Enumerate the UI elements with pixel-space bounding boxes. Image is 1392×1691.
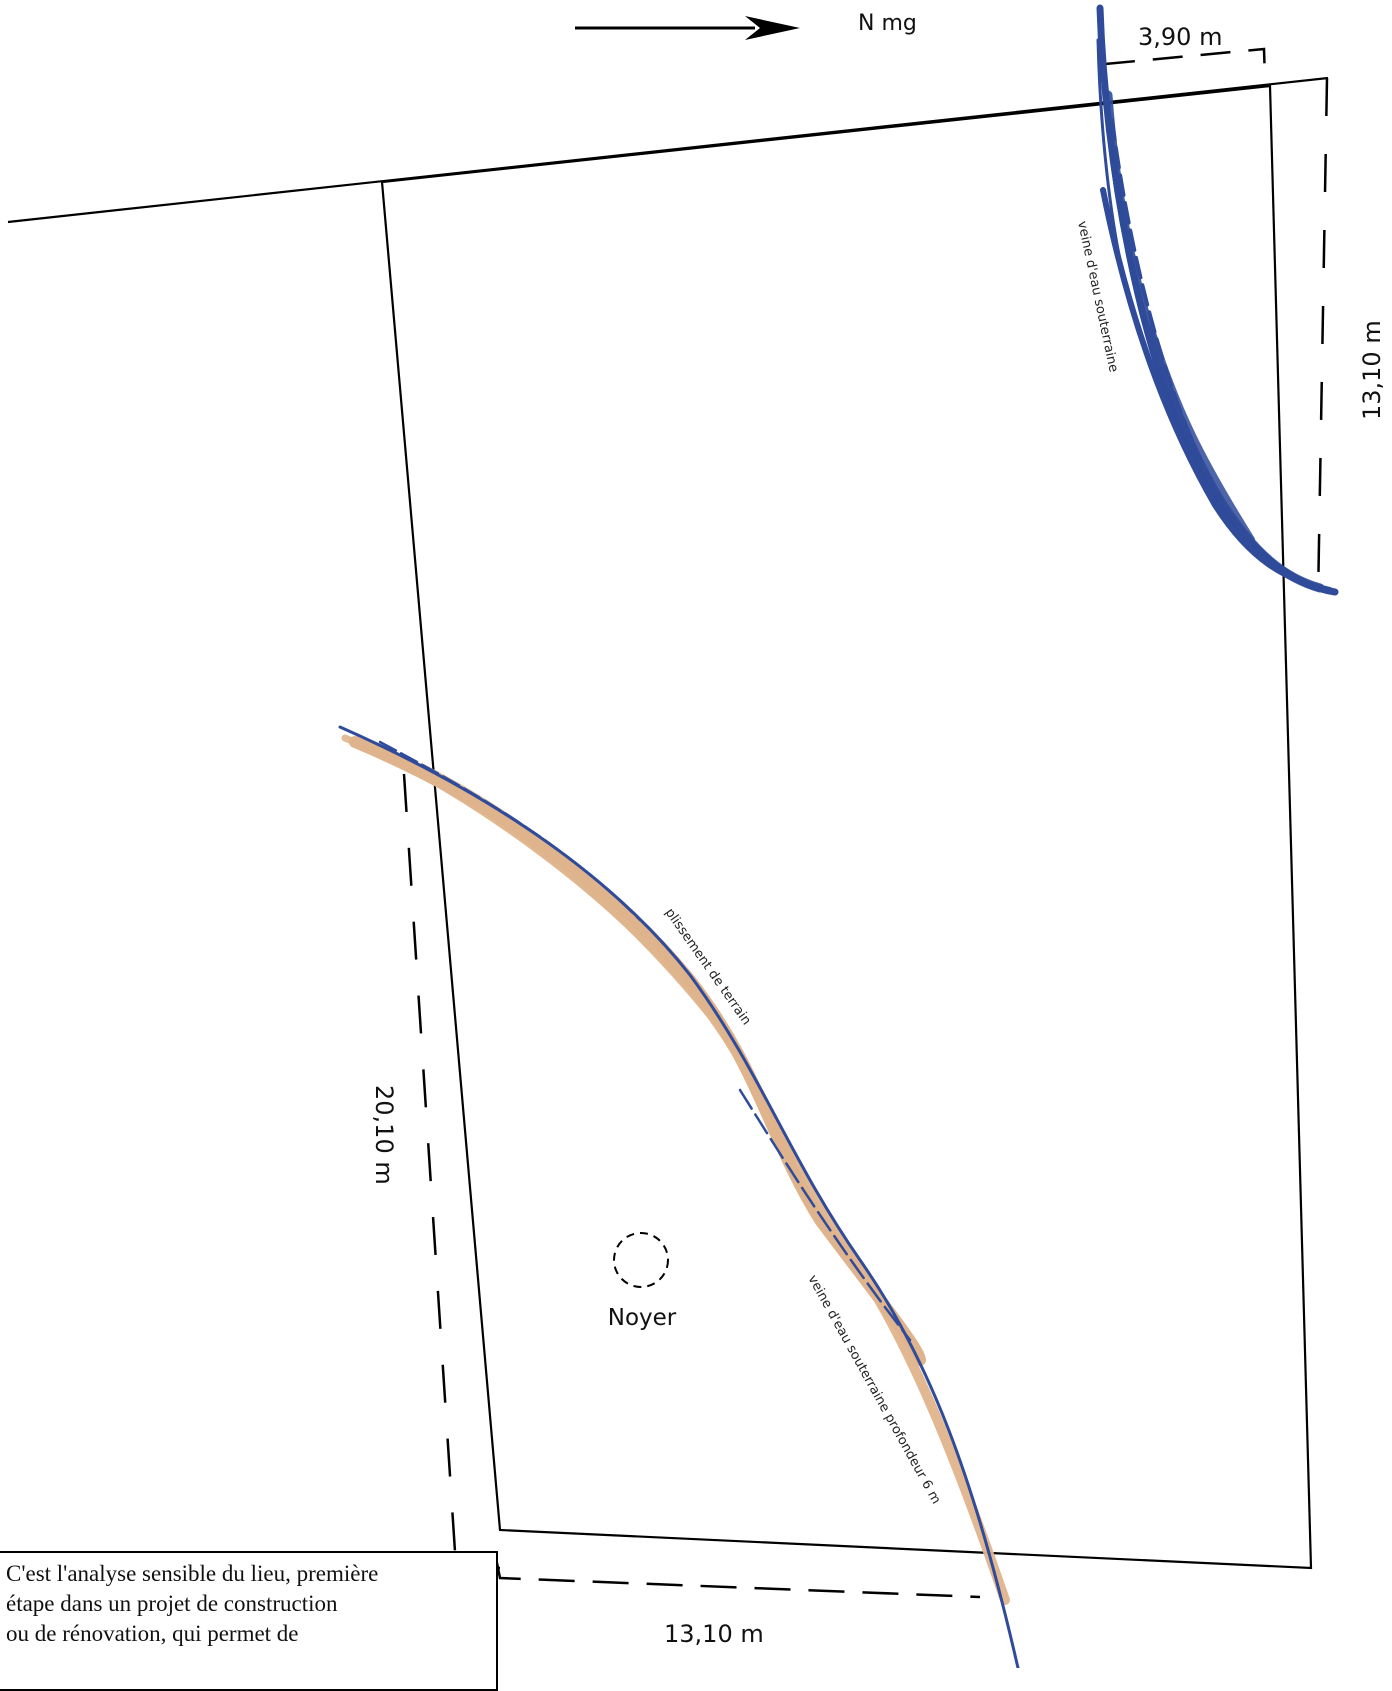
dimension-left-side: 20,10 m <box>370 773 501 1570</box>
caption-line-3: ou de rénovation, qui permet de <box>6 1621 299 1646</box>
dimension-top-offset-label: 3,90 m <box>1138 23 1222 51</box>
dimension-bottom-side: 13,10 m <box>495 1562 981 1648</box>
north-arrow: N mg <box>575 11 917 40</box>
caption-line-2: étape dans un projet de construction <box>6 1591 338 1616</box>
terrain-fold <box>341 734 1010 1605</box>
water-vein-upper <box>1096 4 1339 596</box>
water-vein-lower <box>338 725 1020 1668</box>
dimension-top-offset: 3,90 m <box>1104 23 1267 81</box>
walnut-tree: Noyer <box>608 1232 677 1331</box>
parcel-outline <box>380 84 1313 1570</box>
tree-icon <box>613 1232 669 1288</box>
dimension-left-side-label: 20,10 m <box>370 1085 398 1185</box>
caption-box: C'est l'analyse sensible du lieu, premiè… <box>0 1551 498 1691</box>
caption-line-1: C'est l'analyse sensible du lieu, premiè… <box>6 1561 379 1586</box>
dimension-right-side-label: 13,10 m <box>1358 320 1386 420</box>
north-arrow-label: N mg <box>858 11 917 36</box>
dimension-bottom-side-label: 13,10 m <box>664 1620 764 1648</box>
arrow-head-icon <box>745 16 800 40</box>
tree-label: Noyer <box>608 1305 677 1331</box>
dimension-right-side: 13,10 m <box>1316 77 1386 601</box>
